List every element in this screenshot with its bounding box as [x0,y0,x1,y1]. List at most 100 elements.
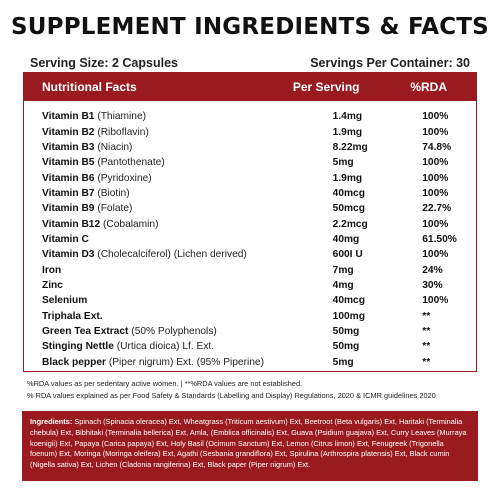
nutrient-label: Vitamin B6 [42,172,95,184]
per-serving-value: 5mg [332,356,354,368]
table-row: Triphala Ext. 100mg ** [24,308,476,323]
ingredients-label: Ingredients: [30,417,73,426]
header-per-serving: Per Serving [292,80,360,94]
footnote-line: % RDA values explained as per Food Safet… [27,390,436,400]
nutrient-label: Vitamin D3 [42,249,95,261]
nutrient-label: Vitamin B2 [42,126,95,138]
per-serving-value: 1.4mg [332,111,363,123]
table-header: Nutritional Facts Per Serving %RDA [24,73,476,101]
servings-per-container: Servings Per Container: 30 [310,56,470,70]
nutrient-name: Vitamin D3 (Cholecalciferol) (Lichen der… [24,249,333,260]
nutrient-name: Vitamin B1 (Thiamine) [24,111,333,122]
ingredients-text: Spinach (Spinacia oleracea) Ext, Wheatgr… [30,417,467,470]
nutrient-detail: (Riboflavin) [97,126,149,138]
rda-value: 100% [422,111,449,123]
nutrient-detail: (Pyridoxine) [97,172,152,184]
nutrient-label: Vitamin B7 [42,187,95,199]
rda-value: 74.8% [422,141,452,153]
per-serving-value: 4mg [332,279,354,291]
nutrient-name: Green Tea Extract (50% Polyphenols) [24,326,333,337]
rda-value: ** [422,310,431,322]
rda-value: 100% [422,218,449,230]
nutrient-label: Stinging Nettle [42,341,114,353]
nutrient-name: Iron [24,265,333,276]
nutrient-detail: (Piper nigrum) Ext. (95% Piperine) [108,356,264,368]
table-body: Vitamin B1 (Thiamine) 1.4mg 100% Vitamin B2… [24,101,476,370]
nutrient-detail: (Biotin) [97,187,130,199]
table-row: Vitamin B1 (Thiamine) 1.4mg 100% [24,109,476,124]
rda-value: 100% [422,295,449,307]
table-row: Vitamin B6 (Pyridoxine) 1.9mg 100% [24,170,476,185]
nutrient-label: Triphala Ext. [42,310,103,322]
table-row: Vitamin B3 (Niacin) 8.22mg 74.8% [24,140,476,155]
nutrient-name: Stinging Nettle (Urtica dioica) Lf. Ext. [24,341,333,352]
per-serving-value: 50mg [332,341,360,353]
rda-value: 100% [422,126,449,138]
nutrient-label: Green Tea Extract [42,325,129,337]
rda-value: 100% [422,157,449,169]
table-row: Vitamin B9 (Folate) 50mcg 22.7% [24,201,476,216]
rda-value: 100% [422,249,449,261]
per-serving-value: 1.9mg [332,126,363,138]
page-title: SUPPLEMENT INGREDIENTS & FACTS [11,14,489,40]
per-serving-value: 40mcg [332,187,365,199]
rda-value: 61.50% [422,233,457,245]
per-serving-value: 100mg [332,310,365,322]
nutrient-name: Triphala Ext. [24,311,333,322]
nutrient-label: Vitamin C [42,233,89,245]
nutrient-detail: (Folate) [97,203,133,215]
nutrient-name: Zinc [24,280,333,291]
nutrition-table: Nutritional Facts Per Serving %RDA Vitam… [23,72,477,372]
rda-value: 100% [422,172,449,184]
header-nutritional-facts: Nutritional Facts [42,80,137,94]
table-row: Zinc 4mg 30% [24,278,476,293]
table-row: Green Tea Extract (50% Polyphenols) 50mg *… [24,324,476,339]
nutrient-name: Selenium [24,295,333,306]
nutrient-label: Vitamin B12 [42,218,101,230]
nutrient-name: Black pepper (Piper nigrum) Ext. (95% Pi… [24,357,333,368]
nutrient-detail: (Pantothenate) [97,157,165,169]
rda-value: ** [422,325,431,337]
nutrient-name: Vitamin B5 (Pantothenate) [24,157,333,168]
per-serving-value: 40mg [332,233,360,245]
nutrient-name: Vitamin B3 (Niacin) [24,142,333,153]
ingredients-box: Ingredients: Spinach (Spinacia oleracea)… [22,411,478,481]
nutrient-label: Vitamin B5 [42,157,95,169]
rda-value: ** [422,341,431,353]
nutrient-label: Black pepper [42,356,106,368]
nutrient-name: Vitamin B2 (Riboflavin) [24,127,333,138]
table-row: Black pepper (Piper nigrum) Ext. (95% Pi… [24,355,476,370]
serving-size: Serving Size: 2 Capsules [30,56,178,70]
per-serving-value: 8.22mg [332,141,368,153]
nutrient-name: Vitamin B12 (Cobalamin) [24,219,333,230]
nutrient-name: Vitamin B7 (Biotin) [24,188,333,199]
nutrient-label: Iron [42,264,62,276]
nutrient-detail: (Cholecalciferol) (Lichen derived) [97,249,247,261]
table-row: Selenium 40mcg 100% [24,293,476,308]
nutrient-detail: (Niacin) [97,141,133,153]
serving-info: Serving Size: 2 Capsules Servings Per Co… [30,56,470,70]
table-row: Vitamin B2 (Riboflavin) 1.9mg 100% [24,124,476,139]
table-row: Vitamin B7 (Biotin) 40mcg 100% [24,186,476,201]
nutrient-detail: (50% Polyphenols) [131,325,217,337]
table-row: Vitamin B12 (Cobalamin) 2.2mcg 100% [24,216,476,231]
per-serving-value: 50mg [332,325,360,337]
nutrient-detail: (Thiamine) [97,111,146,123]
nutrient-label: Vitamin B3 [42,141,95,153]
per-serving-value: 7mg [332,264,354,276]
nutrient-name: Vitamin B6 (Pyridoxine) [24,173,333,184]
per-serving-value: 1.9mg [332,172,363,184]
nutrient-label: Vitamin B9 [42,203,95,215]
table-row: Vitamin C 40mg 61.50% [24,232,476,247]
per-serving-value: 50mcg [332,203,365,215]
per-serving-value: 600I U [332,249,363,261]
table-row: Vitamin D3 (Cholecalciferol) (Lichen der… [24,247,476,262]
footnote-line: %RDA values as per sedentary active wome… [27,379,303,388]
per-serving-value: 2.2mcg [332,218,368,230]
table-row: Vitamin B5 (Pantothenate) 5mg 100% [24,155,476,170]
rda-value: 30% [422,279,443,291]
nutrient-name: Vitamin C [24,234,333,245]
rda-value: 22.7% [422,203,452,215]
footnotes: %RDA values as per sedentary active wome… [27,378,477,401]
